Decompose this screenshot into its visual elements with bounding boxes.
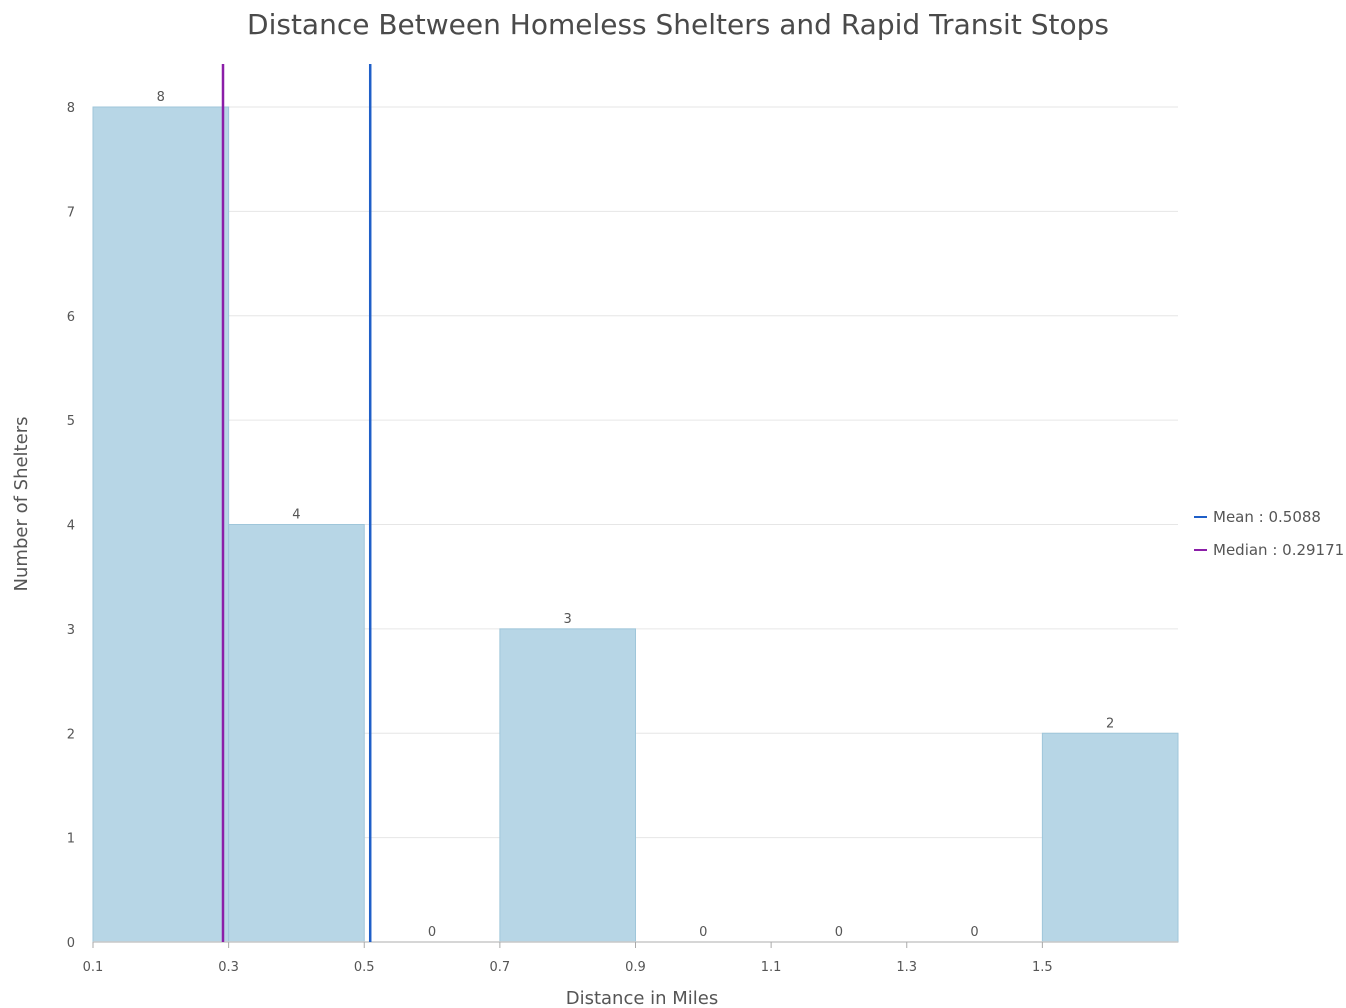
- x-axis-label: Distance in Miles: [566, 988, 719, 1008]
- y-tick-label: 4: [67, 519, 75, 534]
- y-tick-label: 1: [67, 832, 75, 847]
- tick-labels: 0 1 2 3 4 5 6 7 8 0.1 0.3 0.5 0.7 0.9 1.1 1.3 1.5: [67, 101, 1053, 975]
- y-axis-label: Number of Shelters: [11, 417, 32, 592]
- x-tick-label: 0.9: [625, 960, 646, 975]
- bar-value-label: 2: [1106, 716, 1114, 731]
- x-tick-label: 1.5: [1032, 960, 1053, 975]
- y-tick-label: 5: [67, 414, 75, 429]
- legend-label: Mean : 0.5088: [1213, 507, 1321, 526]
- reference-lines: [221, 64, 372, 942]
- bar-value-label: 4: [292, 508, 300, 523]
- x-tick-label: 1.1: [761, 960, 782, 975]
- x-tick-label: 0.7: [490, 960, 511, 975]
- axes: [92, 941, 1178, 948]
- chart-title: Distance Between Homeless Shelters and R…: [247, 8, 1109, 41]
- y-tick-label: 6: [67, 310, 75, 325]
- bar-value-label: 8: [157, 90, 165, 105]
- x-tick-label: 0.3: [218, 960, 239, 975]
- legend-label: Median : 0.29171: [1213, 540, 1345, 559]
- y-tick-label: 2: [67, 727, 75, 742]
- histogram-bar: [92, 106, 230, 943]
- y-tick-label: 0: [67, 936, 75, 951]
- bar-value-label: 0: [699, 925, 707, 940]
- legend-item-median[interactable]: Median : 0.29171: [1194, 533, 1344, 566]
- bar-value-label: 0: [970, 925, 978, 940]
- legend-swatch: [1194, 515, 1207, 518]
- x-tick-label: 0.5: [354, 960, 375, 975]
- legend-swatch: [1194, 548, 1207, 551]
- histogram-bar: [499, 628, 636, 943]
- y-tick-label: 3: [67, 623, 75, 638]
- legend: Mean : 0.5088 Median : 0.29171: [1194, 500, 1344, 566]
- legend-item-mean[interactable]: Mean : 0.5088: [1194, 500, 1344, 533]
- x-tick-label: 1.3: [896, 960, 917, 975]
- histogram-bar: [1041, 732, 1179, 943]
- y-tick-label: 8: [67, 101, 75, 116]
- bar-value-label: 3: [564, 612, 572, 627]
- bars: [92, 106, 1179, 943]
- data-labels: 8 4 0 3 0 0 0 2: [157, 90, 1115, 940]
- histogram-bar: [228, 524, 365, 943]
- y-tick-label: 7: [67, 205, 75, 220]
- x-tick-label: 0.1: [83, 960, 104, 975]
- bar-value-label: 0: [835, 925, 843, 940]
- bar-value-label: 0: [428, 925, 436, 940]
